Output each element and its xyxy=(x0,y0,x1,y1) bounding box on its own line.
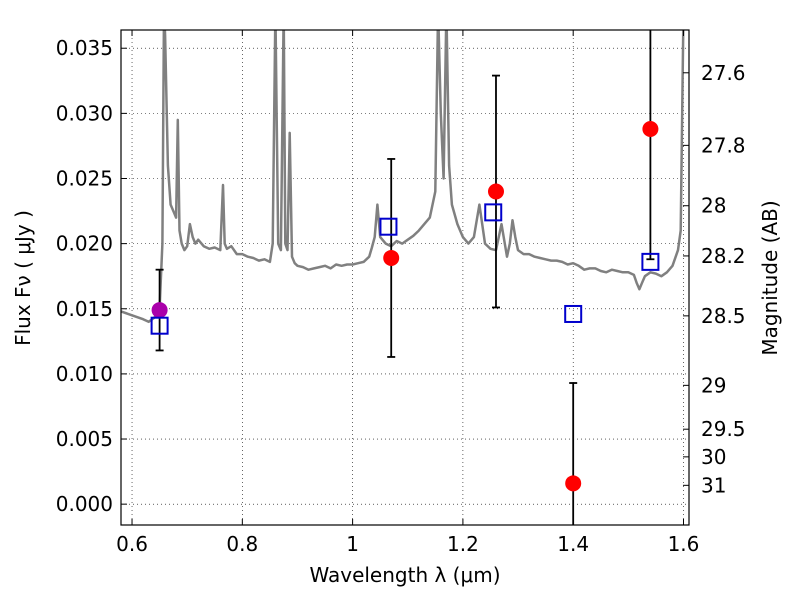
model-square xyxy=(484,203,503,222)
model-square xyxy=(641,252,660,271)
data-layer xyxy=(121,30,685,525)
mag-tick-label: 28 xyxy=(701,194,726,218)
mag-tick-label: 30 xyxy=(701,445,726,469)
y2-axis-label: Magnitude (AB) xyxy=(758,200,782,355)
y-tick-label: 0.005 xyxy=(56,427,113,451)
y-tick-label: 0.020 xyxy=(56,232,113,256)
grid-lines xyxy=(121,30,689,525)
mag-tick-label: 28.2 xyxy=(701,244,746,268)
y-tick-label: 0.010 xyxy=(56,362,113,386)
x-tick-label: 1 xyxy=(346,532,359,556)
y-tick-label: 0.000 xyxy=(56,492,113,516)
x-axis-label: Wavelength λ (μm) xyxy=(309,563,500,587)
y-tick-label: 0.015 xyxy=(56,297,113,321)
data-point xyxy=(487,183,504,200)
mag-tick-label: 27.6 xyxy=(701,61,746,85)
x-tick-label: 0.8 xyxy=(226,532,258,556)
y-tick-label: 0.035 xyxy=(56,36,113,60)
axis-ticks xyxy=(121,30,689,525)
x-tick-label: 1.4 xyxy=(557,532,589,556)
model-square xyxy=(150,316,169,335)
x-tick-label: 1.6 xyxy=(668,532,700,556)
mag-tick-label: 29.5 xyxy=(701,417,746,441)
y-axis-label: Flux Fν ( μJy ) xyxy=(11,210,35,346)
x-tick-label: 0.6 xyxy=(116,532,148,556)
mag-tick-label: 27.8 xyxy=(701,133,746,157)
tick-labels: 0.6 0.8 1 1.2 1.4 1.6 0.000 0.005 0.010 0.015 0.02… xyxy=(56,36,746,556)
data-point xyxy=(383,249,400,266)
x-tick-label: 1.2 xyxy=(447,532,479,556)
plot-area xyxy=(121,30,689,525)
y-tick-label: 0.025 xyxy=(56,167,113,191)
spectrum-line xyxy=(121,30,685,324)
y-tick-label: 0.030 xyxy=(56,101,113,125)
plot-frame xyxy=(120,29,690,526)
mag-tick-label: 29 xyxy=(701,373,726,397)
data-point xyxy=(642,121,659,137)
data-point xyxy=(565,475,582,492)
model-square xyxy=(564,304,583,323)
model-square xyxy=(379,217,398,236)
data-point xyxy=(151,302,168,319)
mag-tick-label: 31 xyxy=(701,473,726,497)
mag-tick-label: 28.5 xyxy=(701,304,746,328)
